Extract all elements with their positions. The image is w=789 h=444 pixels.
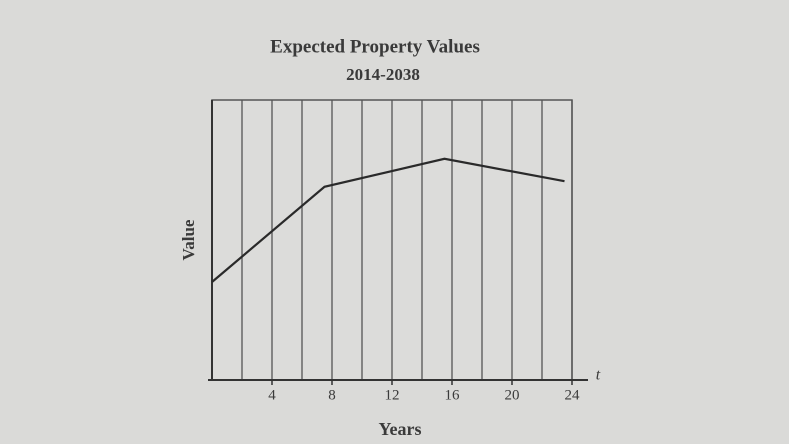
x-tick-label: 4 — [268, 387, 276, 403]
x-tick-label: 8 — [328, 387, 336, 403]
x-tick-label: 24 — [565, 387, 581, 403]
x-axis-label: Years — [379, 419, 422, 439]
x-tick-label: 12 — [385, 387, 400, 403]
data-line — [211, 157, 565, 283]
y-axis-label: Value — [179, 219, 198, 260]
chart-subtitle: 2014-2038 — [346, 65, 420, 84]
x-tick-label: 20 — [505, 387, 520, 403]
x-tick-label: 16 — [445, 387, 461, 403]
chart-title: Expected Property Values — [270, 36, 480, 57]
x-variable: t — [596, 367, 601, 384]
